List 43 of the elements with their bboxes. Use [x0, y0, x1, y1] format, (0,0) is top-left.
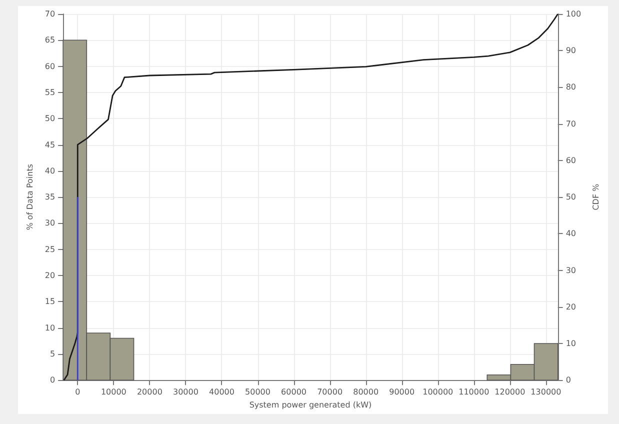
- y2-tick-label: 30: [566, 266, 576, 275]
- x-tick-label: 30000: [172, 388, 198, 397]
- x-tick-label: 100000: [422, 388, 454, 397]
- x-tick-label: 60000: [281, 388, 307, 397]
- y-axis-title: % of Data Points: [26, 164, 34, 230]
- x-tick-label: 90000: [389, 388, 415, 397]
- y-tick-label: 65: [44, 36, 56, 45]
- x-tick-label: 40000: [209, 388, 234, 397]
- y2-tick-label: 80: [566, 82, 576, 92]
- y2-tick-label: 0: [566, 376, 571, 385]
- y-tick-label: 15: [44, 297, 56, 306]
- y2-tick-label: 40: [566, 229, 576, 238]
- x-tick-label: 80000: [353, 388, 379, 397]
- y-tick-label: 20: [44, 271, 56, 280]
- y-tick-label: 30: [44, 218, 56, 228]
- x-tick-label: 20000: [136, 388, 162, 397]
- x-tick-label: 130000: [530, 388, 562, 397]
- y2-tick-label: 20: [566, 302, 576, 312]
- y-tick-label: 50: [44, 114, 56, 124]
- y2-tick-label: 100: [566, 10, 582, 18]
- y-tick-label: 60: [44, 62, 56, 71]
- x-axis-title: System power generated (kW): [249, 400, 372, 410]
- y2-tick-label: 50: [566, 192, 576, 202]
- y-tick-label: 0: [50, 376, 56, 385]
- x-tick-label: 110000: [458, 388, 490, 397]
- y-tick-label: 25: [44, 244, 56, 254]
- y2-tick-label: 70: [566, 119, 576, 128]
- y2-tick-label: 10: [566, 338, 576, 348]
- x-tick-label: 10000: [100, 388, 126, 397]
- y-tick-label: 45: [44, 140, 56, 150]
- y-tick-label: 5: [50, 349, 56, 358]
- y-tick-label: 10: [44, 323, 56, 332]
- x-tick-label: 120000: [494, 388, 526, 397]
- y2-axis-title: CDF %: [592, 183, 600, 210]
- x-tick-label: 50000: [245, 388, 270, 397]
- y-tick-label: 35: [44, 192, 56, 202]
- y-tick-label: 40: [44, 166, 56, 176]
- y-tick-label: 55: [44, 88, 56, 97]
- y2-tick-label: 90: [566, 46, 576, 56]
- x-tick-label: 0: [75, 388, 80, 397]
- y-tick-label: 70: [44, 10, 56, 18]
- y2-tick-label: 60: [566, 156, 576, 165]
- x-tick-label: 70000: [317, 388, 343, 397]
